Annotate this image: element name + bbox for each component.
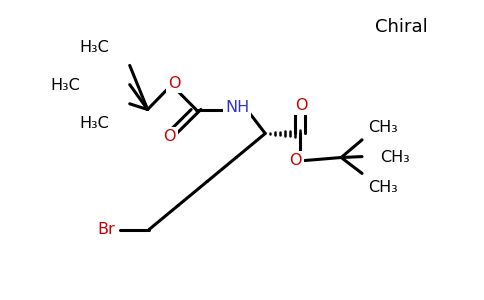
Text: Chiral: Chiral <box>376 18 428 36</box>
Text: H₃C: H₃C <box>79 40 109 56</box>
Text: Br: Br <box>97 222 115 237</box>
Text: CH₃: CH₃ <box>380 150 409 165</box>
Text: O: O <box>289 153 302 168</box>
Text: O: O <box>295 98 307 113</box>
Text: H₃C: H₃C <box>79 116 109 130</box>
Text: CH₃: CH₃ <box>368 120 397 135</box>
Text: CH₃: CH₃ <box>368 180 397 195</box>
Text: O: O <box>163 129 176 144</box>
Text: O: O <box>168 76 181 91</box>
Text: NH: NH <box>225 100 249 116</box>
Text: H₃C: H₃C <box>50 78 80 93</box>
